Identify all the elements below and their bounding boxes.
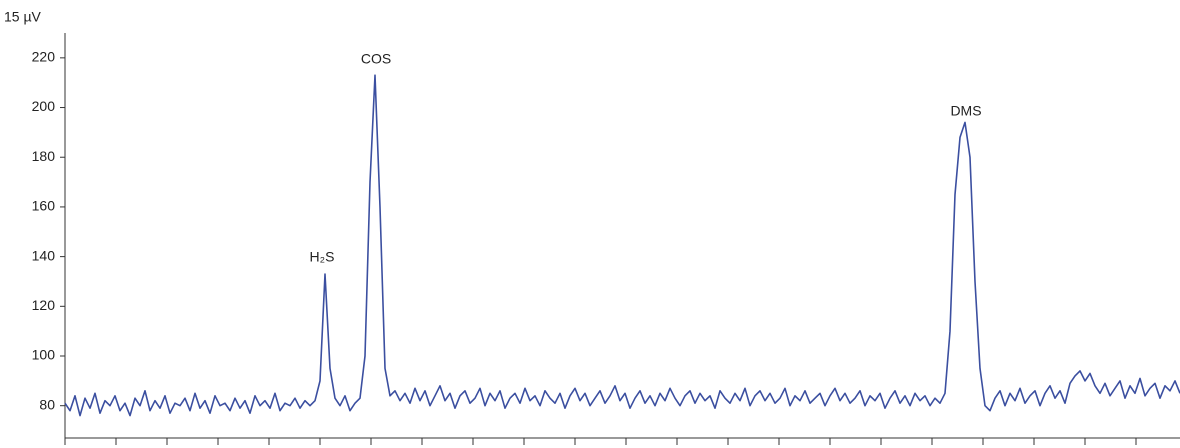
y-tick-label: 120 bbox=[32, 297, 56, 313]
peak-label: DMS bbox=[950, 103, 981, 119]
y-tick-label: 140 bbox=[32, 247, 56, 263]
y-tick-label: 220 bbox=[32, 49, 56, 65]
y-tick-label: 160 bbox=[32, 198, 56, 214]
peak-label: H₂S bbox=[310, 249, 335, 265]
y-tick-label: 200 bbox=[32, 98, 56, 114]
signal-line bbox=[64, 74, 1180, 417]
y-tick-label: 100 bbox=[32, 347, 56, 363]
y-tick-label: 80 bbox=[39, 396, 55, 412]
peak-label: COS bbox=[361, 51, 391, 67]
y-unit-label: 15 µV bbox=[4, 9, 42, 25]
y-tick-label: 180 bbox=[32, 148, 56, 164]
